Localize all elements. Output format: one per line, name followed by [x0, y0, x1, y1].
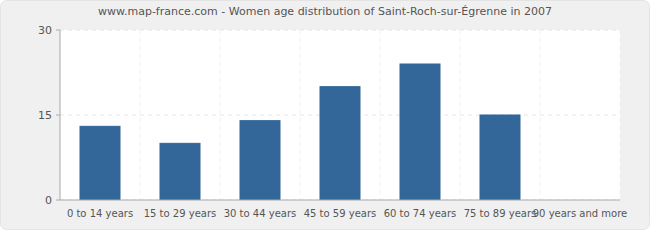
chart-container: www.map-france.com - Women age distribut…	[0, 0, 650, 230]
grid-line-vertical	[220, 30, 221, 200]
x-tick-label: 30 to 44 years	[224, 208, 297, 219]
y-tick	[56, 200, 60, 201]
x-tick-label: 75 to 89 years	[464, 208, 537, 219]
x-tick-label: 90 years and more	[533, 208, 628, 219]
bar	[240, 121, 280, 200]
bars	[80, 64, 520, 200]
grid-line-vertical	[380, 30, 381, 200]
background	[1, 1, 650, 230]
bar	[400, 64, 440, 200]
title: www.map-france.com - Women age distribut…	[98, 5, 552, 18]
y-tick-label: 15	[38, 109, 52, 122]
bar	[160, 143, 200, 200]
x-tick-label: 60 to 74 years	[384, 208, 457, 219]
bar	[320, 87, 360, 200]
chart-svg: www.map-france.com - Women age distribut…	[0, 0, 650, 230]
grid-line-vertical	[540, 30, 541, 200]
grid-line-vertical	[620, 30, 621, 200]
y-tick	[56, 115, 60, 116]
grid-line-vertical	[460, 30, 461, 200]
y-tick-label: 0	[45, 194, 52, 207]
y-tick-label: 30	[38, 24, 52, 37]
x-tick-label: 0 to 14 years	[67, 208, 133, 219]
x-tick-label: 45 to 59 years	[304, 208, 377, 219]
bar	[80, 126, 120, 200]
x-tick-label: 15 to 29 years	[144, 208, 217, 219]
grid-line-vertical	[140, 30, 141, 200]
grid-line-vertical	[300, 30, 301, 200]
grid-line	[60, 200, 620, 201]
grid-line	[60, 30, 620, 31]
plot-area	[60, 30, 620, 200]
x-axis	[60, 200, 620, 201]
bar	[480, 115, 520, 200]
y-tick	[56, 30, 60, 31]
